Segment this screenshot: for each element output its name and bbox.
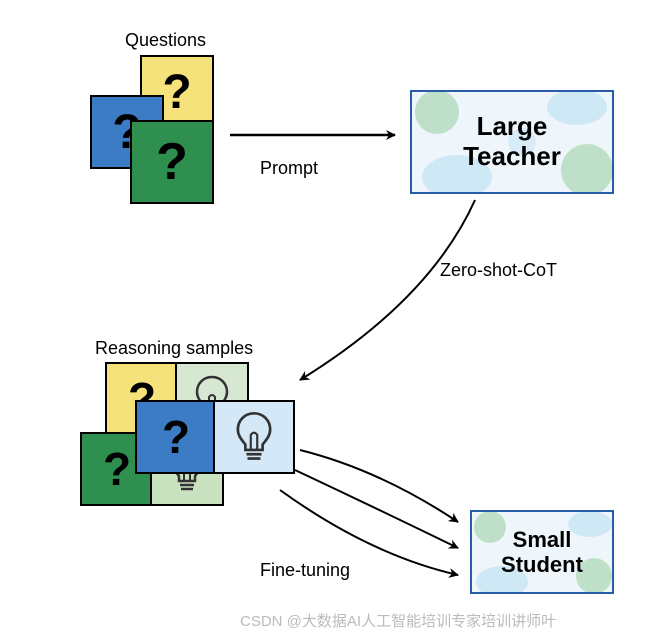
questions-label: Questions (125, 30, 206, 51)
small-student-box: Small Student (470, 510, 614, 594)
question-mark-icon: ? (103, 442, 131, 496)
watermark-text: CSDN @大数据AI人工智能培训专家培训讲师叶 (240, 610, 556, 631)
student-line2: Student (501, 552, 583, 577)
finetune-arrow (300, 450, 458, 522)
zeroshot-label: Zero-shot-CoT (440, 260, 557, 281)
bulb-icon (231, 409, 277, 465)
finetune-arrow (295, 470, 458, 548)
student-line1: Small (513, 527, 572, 552)
question-mark-icon: ? (162, 410, 190, 464)
teacher-line2: Teacher (463, 142, 561, 172)
question-card: ? (130, 120, 214, 204)
finetuning-label: Fine-tuning (260, 560, 350, 581)
question-mark-icon: ? (156, 132, 188, 192)
teacher-line1: Large (477, 112, 548, 142)
zeroshot-arrow (300, 200, 475, 380)
reasoning-label: Reasoning samples (95, 338, 253, 359)
large-teacher-box: Large Teacher (410, 90, 614, 194)
prompt-label: Prompt (260, 158, 318, 179)
reasoning-card: ? (135, 400, 217, 474)
question-mark-icon: ? (162, 65, 191, 120)
reasoning-card (213, 400, 295, 474)
